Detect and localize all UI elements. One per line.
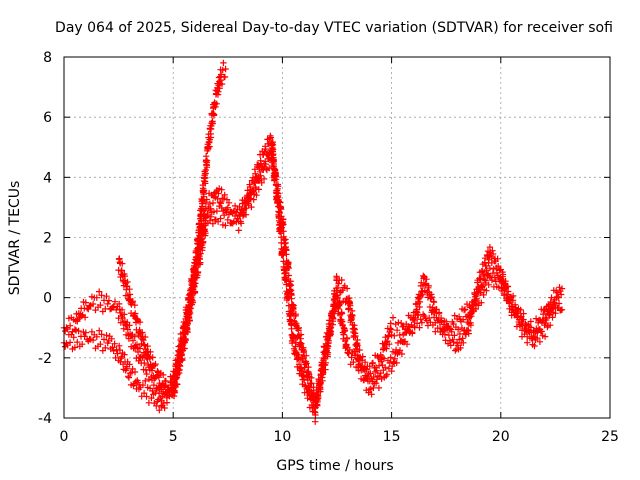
x-tick-label: 10 — [273, 429, 291, 445]
x-axis-label: GPS time / hours — [276, 458, 393, 474]
x-tick-label: 0 — [60, 429, 69, 445]
y-tick-label: 4 — [43, 170, 52, 186]
x-tick-label: 25 — [601, 429, 619, 445]
x-tick-label: 5 — [169, 429, 178, 445]
x-tick-label: 20 — [492, 429, 510, 445]
y-tick-label: 6 — [43, 110, 52, 126]
chart-title: Day 064 of 2025, Sidereal Day-to-day VTE… — [55, 20, 613, 36]
y-tick-label: -2 — [38, 351, 52, 367]
y-tick-label: 0 — [43, 291, 52, 307]
y-tick-label: -4 — [38, 411, 52, 427]
y-axis-label: SDTVAR / TECUs — [7, 181, 23, 296]
x-tick-labels: 0 5 10 15 20 25 — [60, 429, 619, 445]
y-tick-label: 8 — [43, 50, 52, 66]
y-tick-labels: -4 -2 0 2 4 6 8 — [38, 50, 52, 427]
x-tick-label: 15 — [383, 429, 401, 445]
data-series — [60, 59, 566, 425]
y-tick-label: 2 — [43, 231, 52, 247]
marker-cloud-trace-c — [115, 132, 566, 425]
series-trace-c — [115, 132, 566, 425]
axes — [63, 56, 611, 419]
